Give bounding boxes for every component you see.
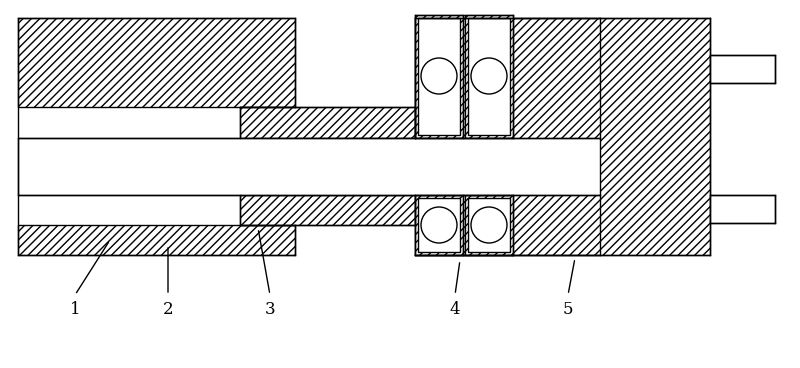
Text: 3: 3 (265, 301, 275, 318)
Text: 1: 1 (70, 301, 80, 318)
Bar (18, 138, 600, 195)
Bar (710, 195, 775, 223)
Bar (415, 195, 463, 255)
Circle shape (471, 58, 507, 94)
Circle shape (421, 207, 457, 243)
Bar (415, 18, 710, 255)
Bar (468, 198, 510, 252)
Bar (415, 138, 600, 195)
Bar (418, 198, 460, 252)
Text: 2: 2 (162, 301, 174, 318)
Bar (240, 107, 415, 138)
Text: 5: 5 (562, 301, 574, 318)
Bar (465, 15, 513, 138)
Bar (418, 18, 460, 135)
Bar (18, 18, 295, 107)
Bar (240, 195, 415, 225)
Bar (468, 18, 510, 135)
Bar (18, 225, 295, 255)
Bar (415, 15, 463, 138)
Bar (710, 55, 775, 83)
Text: 4: 4 (450, 301, 460, 318)
Circle shape (421, 58, 457, 94)
Circle shape (471, 207, 507, 243)
Bar (465, 195, 513, 255)
